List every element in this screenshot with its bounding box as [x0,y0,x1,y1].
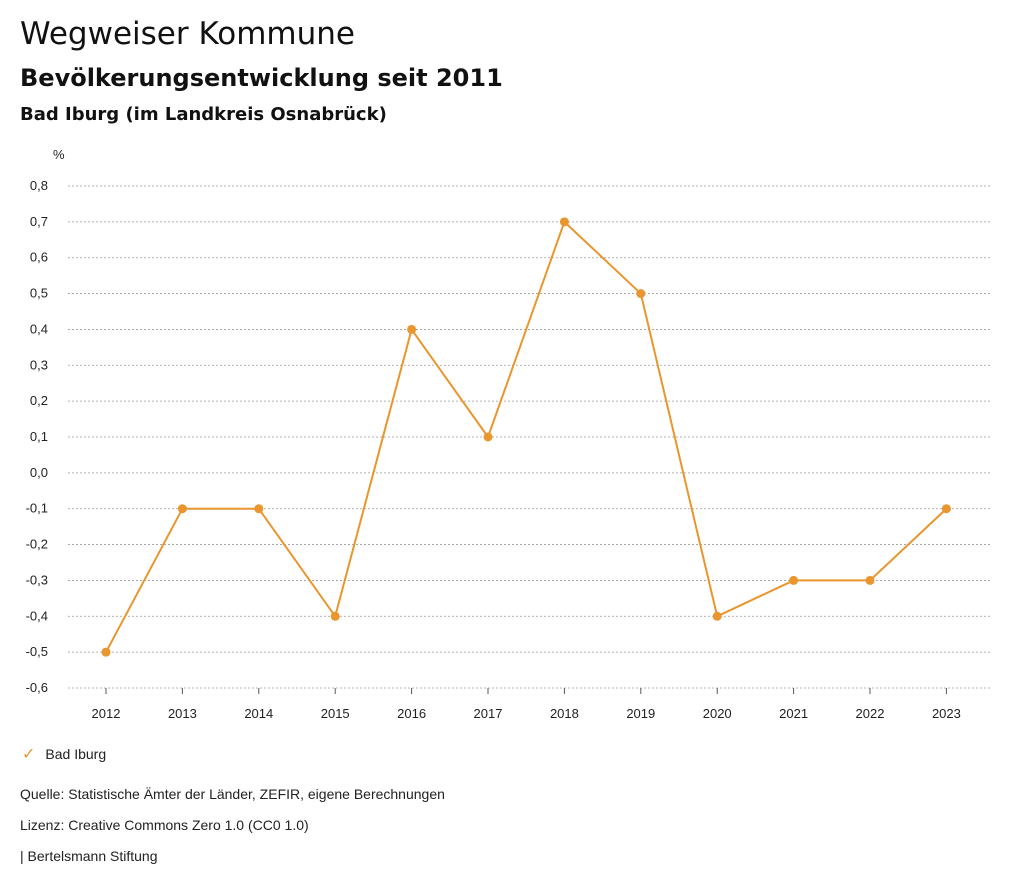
y-tick-labels: 0,8 0,7 0,6 0,5 0,4 0,3 0,2 0,1 0,0 -0,1 -0,2 -0,3 -… [26,178,48,695]
y-tick-label: -0,3 [26,572,48,587]
x-tick-label: 2023 [932,706,961,721]
x-tick-labels: 2012 2013 2014 2015 2016 2017 2018 2019 2020 2021… [92,688,961,721]
publisher-note[interactable]: | Bertelsmann Stiftung [20,848,158,864]
x-tick-label: 2015 [321,706,350,721]
data-point[interactable] [254,504,264,514]
y-tick-label: 0,5 [30,286,48,301]
chart-title: Wegweiser Kommune [20,16,355,52]
x-tick-label: 2022 [856,706,885,721]
x-tick-label: 2020 [703,706,732,721]
y-tick-label: 0,3 [30,357,48,372]
data-point[interactable] [941,504,951,514]
data-point[interactable] [101,647,111,657]
y-tick-label: -0,6 [26,680,48,695]
y-tick-label: 0,1 [30,429,48,444]
x-tick-label: 2012 [92,706,121,721]
y-tick-label: 0,7 [30,214,48,229]
y-tick-label: -0,1 [26,501,48,516]
x-tick-label: 2019 [626,706,655,721]
data-point[interactable] [483,432,493,442]
y-tick-label: 0,4 [30,321,48,336]
data-point[interactable] [407,324,417,334]
y-tick-label: 0,0 [30,465,48,480]
source-note: Quelle: Statistische Ämter der Länder, Z… [20,786,445,802]
data-point[interactable] [865,575,875,585]
legend-check-icon: ✓ [22,746,36,763]
legend[interactable]: ✓ Bad Iburg [22,744,106,764]
y-tick-label: -0,4 [26,608,48,623]
data-point[interactable] [789,575,799,585]
y-tick-label: 0,2 [30,393,48,408]
data-point[interactable] [177,504,187,514]
x-tick-label: 2016 [397,706,426,721]
region-label: Bad Iburg (im Landkreis Osnabrück) [20,104,387,125]
series-layer [101,217,951,657]
line-chart: 0,8 0,7 0,6 0,5 0,4 0,3 0,2 0,1 0,0 -0,1 -0,2 -0,3 -… [26,147,990,721]
data-point[interactable] [712,611,722,621]
x-tick-label: 2021 [779,706,808,721]
y-tick-label: 0,8 [30,178,48,193]
data-point[interactable] [636,289,646,299]
data-point[interactable] [559,217,569,227]
x-tick-label: 2014 [244,706,273,721]
data-point[interactable] [330,611,340,621]
license-note: Lizenz: Creative Commons Zero 1.0 (CC0 1… [20,817,309,833]
legend-label: Bad Iburg [45,746,107,762]
x-tick-label: 2018 [550,706,579,721]
chart-subtitle: Bevölkerungsentwicklung seit 2011 [20,64,503,92]
y-unit-label: % [53,147,65,162]
y-tick-label: -0,5 [26,644,48,659]
series-line [105,220,948,653]
y-tick-label: 0,6 [30,250,48,265]
grid-lines [68,185,990,689]
y-tick-label: -0,2 [26,537,48,552]
x-tick-label: 2013 [168,706,197,721]
x-tick-label: 2017 [474,706,503,721]
